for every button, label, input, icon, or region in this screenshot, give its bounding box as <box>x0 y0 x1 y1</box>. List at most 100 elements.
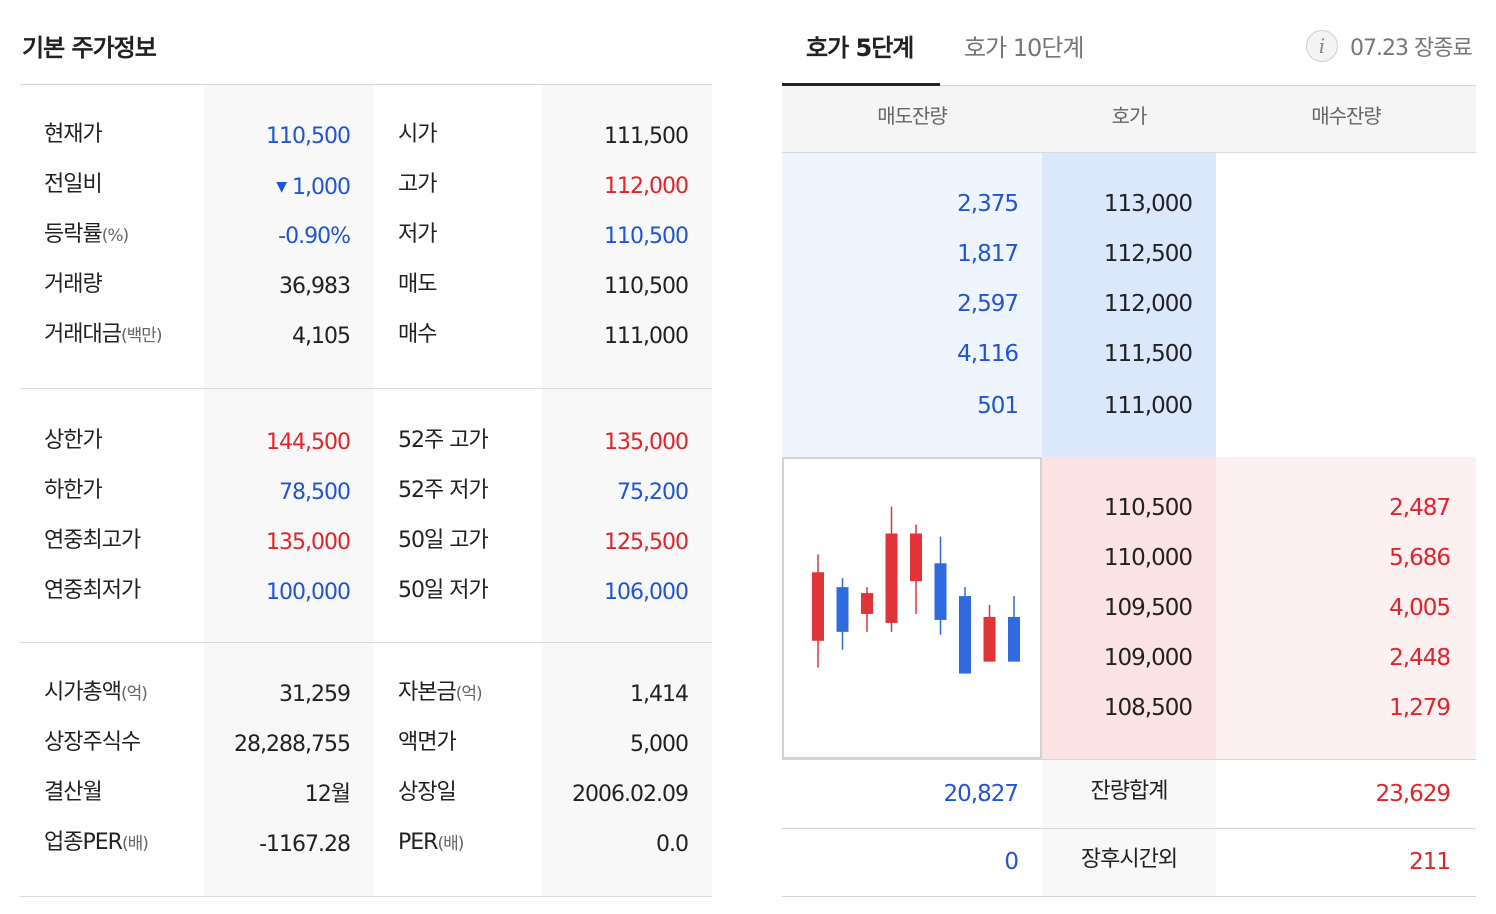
info-label: 업종PER(배) <box>44 828 149 858</box>
bid-price[interactable]: 110,500 <box>1103 495 1193 521</box>
info-label: 자본금(억) <box>398 678 483 708</box>
label-text: 시가총액 <box>44 680 122 705</box>
orderbook-header <box>782 86 1476 153</box>
info-label: 52주 고가 <box>398 426 489 456</box>
value-text: 100,000 <box>266 580 351 605</box>
market-status: 07.23 장종료 <box>1350 36 1473 61</box>
ask-price[interactable]: 111,000 <box>1103 393 1193 419</box>
label-unit: (백만) <box>120 326 163 346</box>
section-separator <box>20 388 712 389</box>
ask-price[interactable]: 112,500 <box>1103 241 1193 267</box>
info-label: 상한가 <box>44 426 103 456</box>
ask-qty: 1,817 <box>957 241 1019 267</box>
candle <box>885 506 898 632</box>
header-price: 호가 <box>1111 104 1148 128</box>
info-value: 135,000 <box>542 428 689 458</box>
candle-body <box>910 533 922 582</box>
basic-info-divider <box>20 84 712 85</box>
info-label: 전일비 <box>44 170 103 200</box>
ask-qty: 501 <box>977 393 1019 419</box>
info-value: 106,000 <box>542 578 689 608</box>
value-text: 75,200 <box>617 480 689 505</box>
label-text: 50일 저가 <box>398 578 489 603</box>
value-text: 110,500 <box>604 274 689 299</box>
label-unit: (배) <box>437 834 464 854</box>
candle-body <box>934 563 947 620</box>
candle <box>983 605 996 662</box>
bid-price-area <box>1042 457 1216 759</box>
value-text: 144,500 <box>266 430 351 455</box>
candle <box>959 587 971 674</box>
info-label: 연중최고가 <box>44 526 141 556</box>
value-text: 111,500 <box>604 124 689 149</box>
ask-price[interactable]: 111,500 <box>1103 341 1193 367</box>
bid-price[interactable]: 109,000 <box>1103 645 1193 671</box>
bid-price[interactable]: 110,000 <box>1103 545 1193 571</box>
value-text: 31,259 <box>279 682 351 707</box>
bid-price[interactable]: 109,500 <box>1103 595 1193 621</box>
info-value: 111,500 <box>542 122 689 152</box>
label-text: 상장주식수 <box>44 730 141 755</box>
info-value: ▼ 1,000 <box>204 172 351 202</box>
candle-body <box>885 533 898 623</box>
info-icon[interactable]: i <box>1306 30 1338 62</box>
tab-line <box>782 85 1476 86</box>
info-value: 12월 <box>204 780 351 810</box>
info-value: 31,259 <box>204 680 351 710</box>
bid-qty: 1,279 <box>1389 695 1451 721</box>
info-label: 시가총액(억) <box>44 678 148 708</box>
info-value: 4,105 <box>204 322 351 352</box>
candle <box>1008 596 1020 662</box>
tab-orderbook-5[interactable]: 호가 5단계 <box>806 34 914 62</box>
label-text: PER <box>398 830 438 855</box>
label-text: 시가 <box>398 122 437 147</box>
section-separator <box>20 896 712 897</box>
bid-qty: 4,005 <box>1389 595 1451 621</box>
ask-qty-area <box>782 153 1042 457</box>
bid-qty-area <box>1216 457 1476 759</box>
candle <box>934 536 947 635</box>
info-label: 시가 <box>398 120 437 150</box>
info-value: 125,500 <box>542 528 689 558</box>
info-value: 78,500 <box>204 478 351 508</box>
ask-qty: 2,375 <box>957 191 1019 217</box>
label-text: 저가 <box>398 222 437 247</box>
info-value: 75,200 <box>542 478 689 508</box>
footer-line <box>782 896 1476 897</box>
bid-qty: 2,448 <box>1389 645 1451 671</box>
label-text: 50일 고가 <box>398 528 489 553</box>
info-label: 등락률(%) <box>44 220 129 250</box>
label-text: 상한가 <box>44 428 103 453</box>
info-label: 현재가 <box>44 120 103 150</box>
info-label: 매도 <box>398 270 437 300</box>
info-label: 상장일 <box>398 778 457 808</box>
info-value: 111,000 <box>542 322 689 352</box>
label-text: 결산월 <box>44 780 103 805</box>
info-value: 110,500 <box>542 272 689 302</box>
label-text: 52주 저가 <box>398 478 489 503</box>
candle-svg <box>812 506 1020 674</box>
ask-price[interactable]: 112,000 <box>1103 291 1193 317</box>
info-label: 연중최저가 <box>44 576 141 606</box>
info-value: 110,500 <box>204 122 351 152</box>
info-value: 100,000 <box>204 578 351 608</box>
value-text: 78,500 <box>279 480 351 505</box>
label-text: 거래대금 <box>44 322 122 347</box>
value-text: 4,105 <box>292 324 351 349</box>
bid-price[interactable]: 108,500 <box>1103 695 1193 721</box>
label-text: 연중최저가 <box>44 578 141 603</box>
afterhours-ask-qty: 0 <box>1004 849 1019 875</box>
value-text: -1167.28 <box>259 832 351 857</box>
label-text: 상장일 <box>398 780 457 805</box>
label-text: 거래량 <box>44 272 103 297</box>
value-text: 2006.02.09 <box>572 782 689 807</box>
label-text: 52주 고가 <box>398 428 489 453</box>
header-bid-qty: 매수잔량 <box>1311 104 1382 128</box>
label-text: 액면가 <box>398 730 457 755</box>
label-text: 등락률 <box>44 222 103 247</box>
tab-orderbook-10[interactable]: 호가 10단계 <box>964 34 1084 62</box>
info-value: 110,500 <box>542 222 689 252</box>
info-label: 저가 <box>398 220 437 250</box>
info-value: 1,414 <box>542 680 689 710</box>
ask-price[interactable]: 113,000 <box>1103 191 1193 217</box>
